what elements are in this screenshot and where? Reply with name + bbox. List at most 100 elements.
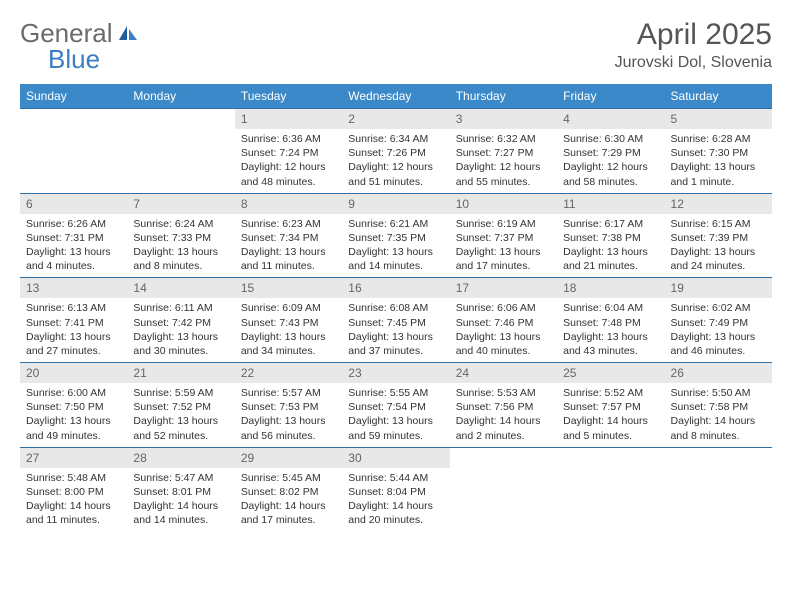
day-details: Sunrise: 6:36 AMSunset: 7:24 PMDaylight:… <box>235 129 342 193</box>
day-details: Sunrise: 6:15 AMSunset: 7:39 PMDaylight:… <box>665 214 772 278</box>
daylight-text: Daylight: 13 hours and 17 minutes. <box>456 245 551 273</box>
day-details: Sunrise: 5:53 AMSunset: 7:56 PMDaylight:… <box>450 383 557 447</box>
daylight-text: Daylight: 12 hours and 48 minutes. <box>241 160 336 188</box>
calendar-day-cell: 23Sunrise: 5:55 AMSunset: 7:54 PMDayligh… <box>342 363 449 448</box>
day-number: 30 <box>342 448 449 468</box>
day-number: 9 <box>342 194 449 214</box>
day-details: Sunrise: 6:02 AMSunset: 7:49 PMDaylight:… <box>665 298 772 362</box>
calendar-day-cell: 12Sunrise: 6:15 AMSunset: 7:39 PMDayligh… <box>665 193 772 278</box>
daylight-text: Daylight: 13 hours and 30 minutes. <box>133 330 228 358</box>
sunset-text: Sunset: 7:53 PM <box>241 400 336 414</box>
sunrise-text: Sunrise: 5:55 AM <box>348 386 443 400</box>
day-details: Sunrise: 5:50 AMSunset: 7:58 PMDaylight:… <box>665 383 772 447</box>
calendar-day-cell: 8Sunrise: 6:23 AMSunset: 7:34 PMDaylight… <box>235 193 342 278</box>
daylight-text: Daylight: 14 hours and 17 minutes. <box>241 499 336 527</box>
sunrise-text: Sunrise: 6:19 AM <box>456 217 551 231</box>
day-details: Sunrise: 6:08 AMSunset: 7:45 PMDaylight:… <box>342 298 449 362</box>
weekday-header: Saturday <box>665 84 772 109</box>
sunrise-text: Sunrise: 6:17 AM <box>563 217 658 231</box>
sunrise-text: Sunrise: 5:57 AM <box>241 386 336 400</box>
calendar-day-cell <box>20 109 127 194</box>
daylight-text: Daylight: 13 hours and 21 minutes. <box>563 245 658 273</box>
daylight-text: Daylight: 13 hours and 11 minutes. <box>241 245 336 273</box>
day-number: 26 <box>665 363 772 383</box>
sunset-text: Sunset: 7:34 PM <box>241 231 336 245</box>
daylight-text: Daylight: 13 hours and 14 minutes. <box>348 245 443 273</box>
day-details: Sunrise: 6:11 AMSunset: 7:42 PMDaylight:… <box>127 298 234 362</box>
calendar-day-cell: 27Sunrise: 5:48 AMSunset: 8:00 PMDayligh… <box>20 447 127 531</box>
day-number: 28 <box>127 448 234 468</box>
calendar-day-cell: 21Sunrise: 5:59 AMSunset: 7:52 PMDayligh… <box>127 363 234 448</box>
day-number: 25 <box>557 363 664 383</box>
sunset-text: Sunset: 7:42 PM <box>133 316 228 330</box>
day-number: 24 <box>450 363 557 383</box>
sunset-text: Sunset: 8:02 PM <box>241 485 336 499</box>
daylight-text: Daylight: 12 hours and 55 minutes. <box>456 160 551 188</box>
calendar-day-cell: 26Sunrise: 5:50 AMSunset: 7:58 PMDayligh… <box>665 363 772 448</box>
day-number: 12 <box>665 194 772 214</box>
calendar-day-cell: 13Sunrise: 6:13 AMSunset: 7:41 PMDayligh… <box>20 278 127 363</box>
day-details: Sunrise: 6:24 AMSunset: 7:33 PMDaylight:… <box>127 214 234 278</box>
sunrise-text: Sunrise: 6:30 AM <box>563 132 658 146</box>
sunset-text: Sunset: 7:58 PM <box>671 400 766 414</box>
day-details: Sunrise: 6:17 AMSunset: 7:38 PMDaylight:… <box>557 214 664 278</box>
daylight-text: Daylight: 13 hours and 4 minutes. <box>26 245 121 273</box>
sunset-text: Sunset: 7:57 PM <box>563 400 658 414</box>
calendar-day-cell: 6Sunrise: 6:26 AMSunset: 7:31 PMDaylight… <box>20 193 127 278</box>
daylight-text: Daylight: 13 hours and 43 minutes. <box>563 330 658 358</box>
sunrise-text: Sunrise: 6:09 AM <box>241 301 336 315</box>
day-number: 5 <box>665 109 772 129</box>
calendar-day-cell: 2Sunrise: 6:34 AMSunset: 7:26 PMDaylight… <box>342 109 449 194</box>
day-number: 11 <box>557 194 664 214</box>
day-details: Sunrise: 6:19 AMSunset: 7:37 PMDaylight:… <box>450 214 557 278</box>
title-block: April 2025 Jurovski Dol, Slovenia <box>615 18 772 72</box>
day-details: Sunrise: 6:30 AMSunset: 7:29 PMDaylight:… <box>557 129 664 193</box>
weekday-header: Wednesday <box>342 84 449 109</box>
day-details: Sunrise: 5:59 AMSunset: 7:52 PMDaylight:… <box>127 383 234 447</box>
day-details: Sunrise: 6:04 AMSunset: 7:48 PMDaylight:… <box>557 298 664 362</box>
daylight-text: Daylight: 14 hours and 8 minutes. <box>671 414 766 442</box>
sunset-text: Sunset: 7:45 PM <box>348 316 443 330</box>
calendar-day-cell: 11Sunrise: 6:17 AMSunset: 7:38 PMDayligh… <box>557 193 664 278</box>
sunset-text: Sunset: 7:26 PM <box>348 146 443 160</box>
sunset-text: Sunset: 7:31 PM <box>26 231 121 245</box>
sunrise-text: Sunrise: 6:24 AM <box>133 217 228 231</box>
sunset-text: Sunset: 7:38 PM <box>563 231 658 245</box>
calendar-day-cell: 14Sunrise: 6:11 AMSunset: 7:42 PMDayligh… <box>127 278 234 363</box>
sunset-text: Sunset: 7:50 PM <box>26 400 121 414</box>
sunrise-text: Sunrise: 6:04 AM <box>563 301 658 315</box>
daylight-text: Daylight: 13 hours and 34 minutes. <box>241 330 336 358</box>
calendar-day-cell <box>450 447 557 531</box>
calendar-day-cell: 22Sunrise: 5:57 AMSunset: 7:53 PMDayligh… <box>235 363 342 448</box>
sunset-text: Sunset: 7:24 PM <box>241 146 336 160</box>
sunset-text: Sunset: 7:29 PM <box>563 146 658 160</box>
day-details: Sunrise: 6:34 AMSunset: 7:26 PMDaylight:… <box>342 129 449 193</box>
day-number: 2 <box>342 109 449 129</box>
day-number: 6 <box>20 194 127 214</box>
day-number: 21 <box>127 363 234 383</box>
calendar-day-cell: 28Sunrise: 5:47 AMSunset: 8:01 PMDayligh… <box>127 447 234 531</box>
daylight-text: Daylight: 14 hours and 11 minutes. <box>26 499 121 527</box>
calendar-week-row: 1Sunrise: 6:36 AMSunset: 7:24 PMDaylight… <box>20 109 772 194</box>
sunrise-text: Sunrise: 5:47 AM <box>133 471 228 485</box>
logo-text-blue: Blue <box>48 44 100 75</box>
sunrise-text: Sunrise: 5:50 AM <box>671 386 766 400</box>
day-number: 15 <box>235 278 342 298</box>
sunset-text: Sunset: 7:52 PM <box>133 400 228 414</box>
weekday-header: Friday <box>557 84 664 109</box>
day-number: 4 <box>557 109 664 129</box>
daylight-text: Daylight: 13 hours and 37 minutes. <box>348 330 443 358</box>
calendar-day-cell: 3Sunrise: 6:32 AMSunset: 7:27 PMDaylight… <box>450 109 557 194</box>
sunset-text: Sunset: 7:33 PM <box>133 231 228 245</box>
day-number: 20 <box>20 363 127 383</box>
day-details: Sunrise: 5:48 AMSunset: 8:00 PMDaylight:… <box>20 468 127 532</box>
daylight-text: Daylight: 13 hours and 27 minutes. <box>26 330 121 358</box>
calendar-day-cell: 5Sunrise: 6:28 AMSunset: 7:30 PMDaylight… <box>665 109 772 194</box>
calendar-week-row: 20Sunrise: 6:00 AMSunset: 7:50 PMDayligh… <box>20 363 772 448</box>
daylight-text: Daylight: 14 hours and 14 minutes. <box>133 499 228 527</box>
calendar-day-cell: 7Sunrise: 6:24 AMSunset: 7:33 PMDaylight… <box>127 193 234 278</box>
day-number: 3 <box>450 109 557 129</box>
calendar-day-cell: 10Sunrise: 6:19 AMSunset: 7:37 PMDayligh… <box>450 193 557 278</box>
daylight-text: Daylight: 13 hours and 59 minutes. <box>348 414 443 442</box>
calendar-day-cell: 9Sunrise: 6:21 AMSunset: 7:35 PMDaylight… <box>342 193 449 278</box>
